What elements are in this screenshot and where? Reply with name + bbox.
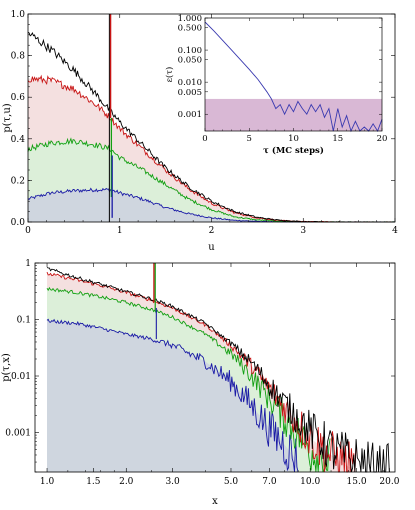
inset-x-tick-label: 10 bbox=[288, 134, 299, 144]
bottom-x-tick-label: 2.0 bbox=[119, 477, 134, 487]
bottom-series-fills bbox=[47, 273, 357, 472]
bottom-line-blue bbox=[46, 318, 299, 473]
bottom-fill-blue bbox=[47, 320, 299, 472]
top-chart: 0 1 2 3 4 0.0 0.2 0.4 0.6 0.8 1.0 u p(τ,u) 0 5 10 15 2… bbox=[2, 10, 398, 253]
bottom-series-lines bbox=[46, 267, 390, 473]
inset-x-axis-label: τ (MC steps) bbox=[263, 145, 324, 156]
bottom-y-tick-label: 1 bbox=[25, 259, 31, 269]
bottom-chart: 1.0 1.5 2.0 3.0 5.0 7.0 10.0 15.0 20.0 1 0.1 0.01 0.… bbox=[1, 259, 400, 507]
top-x-axis-label: u bbox=[208, 242, 215, 253]
top-y-tick-label: 0.6 bbox=[11, 93, 26, 103]
bottom-x-tick-label: 7.0 bbox=[262, 477, 277, 487]
bottom-y-tick-label: 0.1 bbox=[17, 316, 31, 326]
inset-y-tick-label: 0.005 bbox=[178, 88, 202, 98]
top-y-tick-label: 0.0 bbox=[11, 218, 26, 228]
top-x-tick-label: 3 bbox=[300, 226, 306, 236]
inset-line bbox=[204, 21, 383, 133]
top-series-fills bbox=[28, 78, 395, 222]
inset-y-axis-label: ε(τ) bbox=[164, 67, 175, 83]
inset-y-tick-label: 0.050 bbox=[178, 56, 202, 66]
top-spike bbox=[108, 14, 113, 222]
top-x-tick-label: 2 bbox=[209, 226, 215, 236]
bottom-x-tick-label: 10.0 bbox=[300, 477, 320, 487]
inset-y-tick-label: 1.000 bbox=[178, 14, 202, 24]
inset-series-lines bbox=[204, 21, 383, 133]
inset-x-tick-label: 20 bbox=[377, 134, 388, 144]
bottom-x-tick-label: 1.0 bbox=[40, 477, 55, 487]
bottom-plot-frame bbox=[34, 262, 396, 473]
inset-tolerance-band bbox=[205, 98, 382, 131]
inset-x-tick-label: 5 bbox=[247, 134, 252, 144]
bottom-spike bbox=[153, 263, 157, 340]
top-y-axis-label: p(τ,u) bbox=[2, 103, 13, 132]
top-y-tick-label: 0.4 bbox=[11, 135, 26, 145]
bottom-x-tick-label: 3.0 bbox=[165, 477, 180, 487]
bottom-axis-ticks: 1.0 1.5 2.0 3.0 5.0 7.0 10.0 15.0 20.0 1 0.1 0.01 0.… bbox=[5, 259, 399, 487]
bottom-y-axis-label: p(τ,x) bbox=[1, 353, 12, 382]
top-fill-blue bbox=[28, 189, 395, 222]
inset-y-tick-label: 0.500 bbox=[178, 24, 202, 34]
bottom-x-tick-label: 15.0 bbox=[347, 477, 367, 487]
top-y-tick-label: 1.0 bbox=[11, 10, 26, 20]
top-y-tick-label: 0.8 bbox=[11, 52, 26, 62]
bottom-y-tick-label: 0.01 bbox=[11, 372, 31, 382]
bottom-x-tick-label: 20.0 bbox=[379, 477, 399, 487]
bottom-x-tick-label: 1.5 bbox=[86, 477, 101, 487]
inset-x-tick-label: 15 bbox=[332, 134, 343, 144]
bottom-x-axis-label: x bbox=[212, 496, 218, 507]
top-x-tick-label: 0 bbox=[25, 226, 31, 236]
top-x-tick-label: 1 bbox=[117, 226, 123, 236]
bottom-line-black bbox=[46, 267, 390, 473]
bottom-y-tick-label: 0.001 bbox=[5, 429, 31, 439]
inset-y-tick-label: 0.001 bbox=[178, 110, 202, 120]
bottom-x-tick-label: 5.0 bbox=[224, 477, 239, 487]
inset-y-tick-label: 0.100 bbox=[178, 46, 202, 56]
bottom-line-red bbox=[46, 271, 357, 473]
top-y-tick-label: 0.2 bbox=[11, 176, 25, 186]
inset-x-tick-label: 0 bbox=[202, 134, 207, 144]
top-axis-ticks: 0 1 2 3 4 0.0 0.2 0.4 0.6 0.8 1.0 bbox=[11, 10, 398, 236]
top-x-tick-label: 4 bbox=[392, 226, 398, 236]
inset-y-tick-label: 0.010 bbox=[178, 78, 202, 88]
